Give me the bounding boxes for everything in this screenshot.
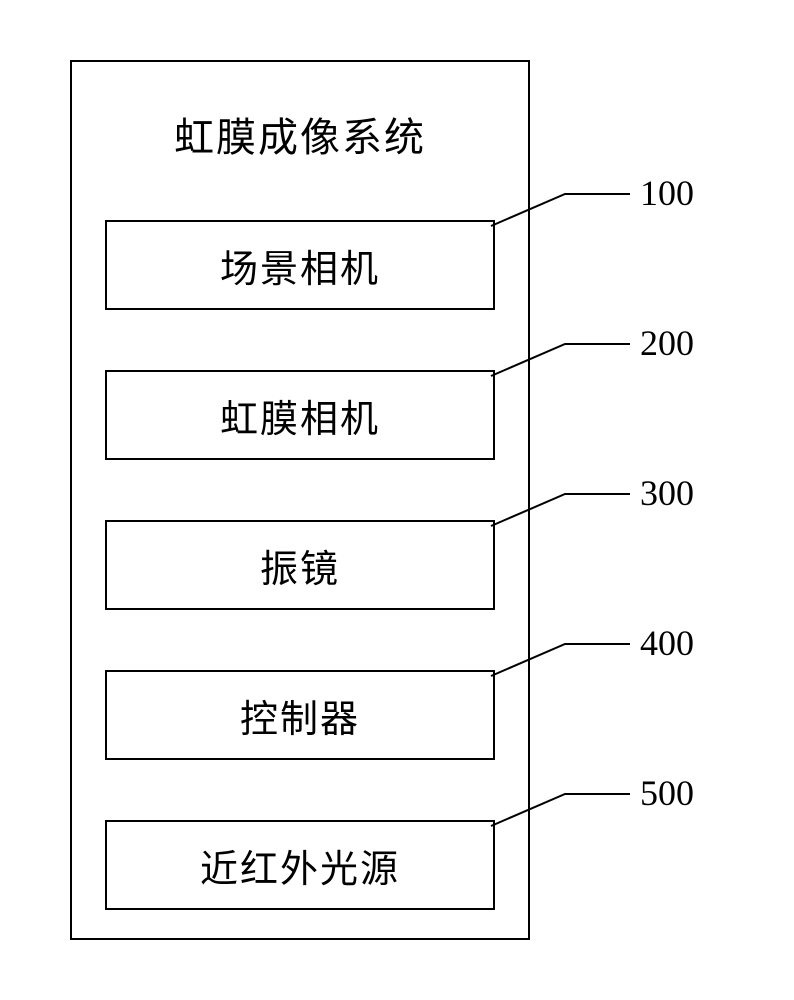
component-box: 场景相机 — [105, 220, 495, 310]
component-box: 振镜 — [105, 520, 495, 610]
reference-number: 500 — [640, 772, 694, 814]
reference-number: 100 — [640, 172, 694, 214]
component-label: 场景相机 — [220, 238, 380, 293]
reference-number: 200 — [640, 322, 694, 364]
system-outer-box — [70, 60, 530, 940]
component-box: 控制器 — [105, 670, 495, 760]
reference-number: 400 — [640, 622, 694, 664]
component-label: 虹膜相机 — [220, 388, 380, 443]
reference-number: 300 — [640, 472, 694, 514]
component-label: 振镜 — [260, 538, 340, 593]
system-title: 虹膜成像系统 — [70, 105, 530, 163]
component-box: 虹膜相机 — [105, 370, 495, 460]
component-box: 近红外光源 — [105, 820, 495, 910]
component-label: 控制器 — [240, 688, 360, 743]
diagram-area: 虹膜成像系统 场景相机100虹膜相机200振镜300控制器400近红外光源500 — [70, 60, 630, 940]
component-label: 近红外光源 — [200, 838, 400, 893]
